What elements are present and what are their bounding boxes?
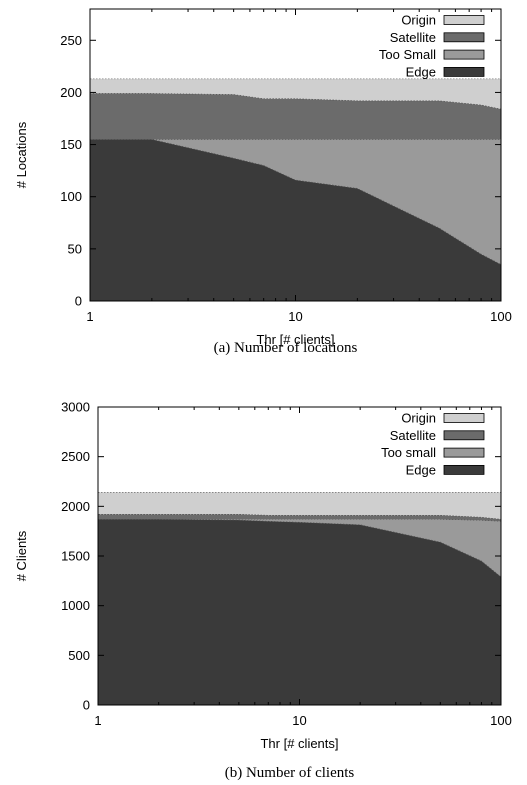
y-tick-label: 1500 <box>61 549 90 564</box>
caption: (a) Number of locations <box>214 340 358 356</box>
y-tick-label: 150 <box>60 137 82 152</box>
y-tick-label: 3000 <box>61 400 90 415</box>
legend-label-edge: Edge <box>406 462 436 477</box>
x-tick-label: 100 <box>490 713 512 728</box>
y-tick-label: 0 <box>75 294 82 309</box>
x-tick-label: 10 <box>288 309 302 324</box>
x-tick-label: 100 <box>490 309 512 324</box>
legend-swatch-edge <box>443 464 485 475</box>
legend-swatch-too-small <box>443 49 485 60</box>
legend-label-edge: Edge <box>406 64 436 79</box>
legend: Origin Satellite Too small Edge <box>381 411 485 477</box>
legend-label-too-small: Too small <box>381 445 436 460</box>
legend-swatch-origin <box>443 15 485 25</box>
y-tick-label: 2000 <box>61 499 90 514</box>
x-tick-label: 10 <box>292 713 306 728</box>
legend-swatch-origin <box>443 413 485 423</box>
legend-label-origin: Origin <box>401 411 436 426</box>
chart-locations: 0 50 100 150 200 250 1 10 100 # Locations Thr [… <box>14 8 512 356</box>
y-tick-label: 200 <box>60 85 82 100</box>
legend-label-origin: Origin <box>401 13 436 28</box>
area-edge <box>89 139 502 302</box>
legend-label-satellite: Satellite <box>390 30 436 45</box>
legend-swatch-satellite <box>443 430 485 441</box>
y-axis-label: # Locations <box>14 121 29 188</box>
x-tick-label: 1 <box>86 309 93 324</box>
chart-clients: 0 500 1000 1500 2000 2500 3000 1 10 100 # Client… <box>14 400 512 782</box>
y-tick-label: 500 <box>68 648 90 663</box>
area-edge <box>97 518 502 706</box>
x-axis-label: Thr [# clients] <box>260 736 338 751</box>
y-tick-label: 100 <box>60 189 82 204</box>
legend-label-too-small: Too Small <box>379 47 436 62</box>
x-tick-label: 1 <box>94 713 101 728</box>
legend: Origin Satellite Too Small Edge <box>379 13 485 79</box>
y-tick-label: 250 <box>60 33 82 48</box>
caption: (b) Number of clients <box>225 765 355 781</box>
y-tick-label: 2500 <box>61 449 90 464</box>
x-axis-label: Thr [# clients] <box>256 332 334 347</box>
y-tick-label: 0 <box>83 698 90 713</box>
legend-swatch-edge <box>443 67 485 77</box>
y-axis-label: # Clients <box>14 530 29 581</box>
legend-label-satellite: Satellite <box>390 428 436 443</box>
legend-swatch-too-small <box>443 447 485 458</box>
y-tick-label: 1000 <box>61 598 90 613</box>
legend-swatch-satellite <box>443 32 485 43</box>
y-tick-label: 50 <box>68 241 82 256</box>
